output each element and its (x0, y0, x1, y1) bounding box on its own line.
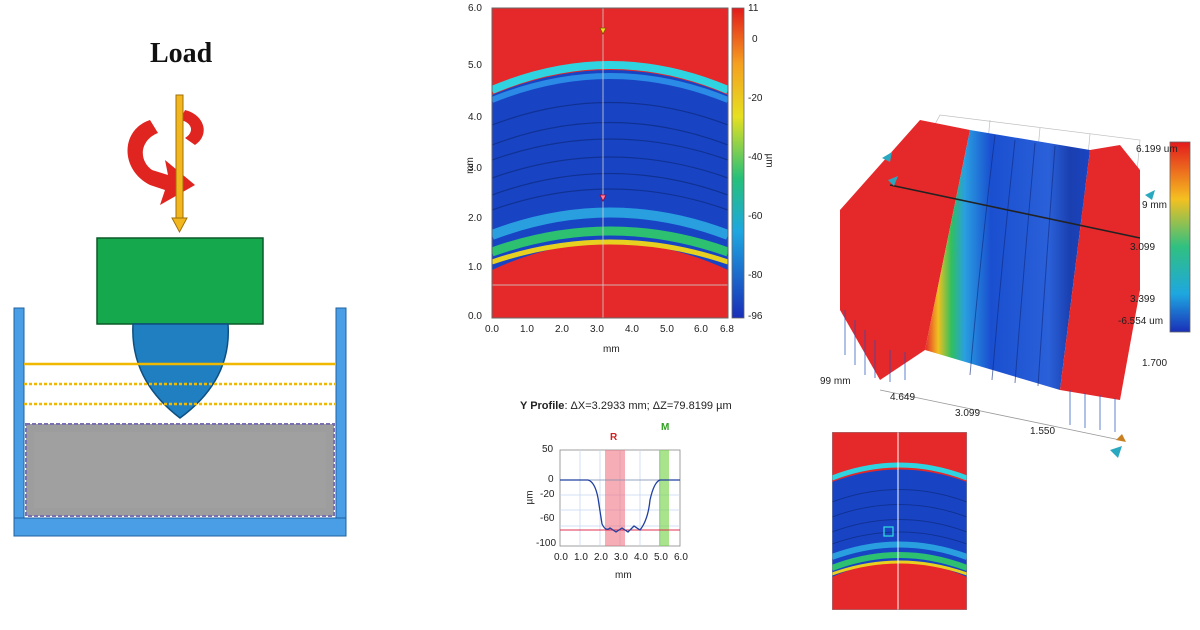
profile-x-tick: 3.0 (614, 552, 628, 563)
map-x-tick: 2.0 (555, 324, 569, 335)
rotation-arrow-icon (127, 110, 204, 205)
schematic-drawing (13, 94, 347, 537)
3d-view-panel: 6.199 um 9 mm 3.099 3.399 -6.554 um 1.70… (820, 90, 1200, 490)
map-x-tick: 3.0 (590, 324, 604, 335)
map-y-tick: 5.0 (468, 60, 482, 71)
height-map-image (492, 8, 728, 318)
profile-y-tick: -100 (536, 538, 557, 549)
map-x-tick: 1.0 (520, 324, 534, 335)
map-y-tick: 2.0 (468, 213, 482, 224)
load-label: Load (150, 38, 213, 69)
thumbnail-panel (832, 432, 967, 610)
3d-axis-tick: 1.550 (1030, 426, 1056, 437)
sample-holder-block (96, 237, 264, 325)
profile-y-tick: 50 (542, 444, 554, 455)
3d-label: 9 mm (1142, 200, 1167, 211)
profile-title: Y Profile: ΔX=3.2933 mm; ΔZ=79.8199 µm (520, 400, 732, 412)
pin-on-disc-schematic: Load (0, 0, 360, 630)
colorbar-tick: 0 (752, 34, 758, 45)
left-plateau (840, 120, 970, 380)
map-y-tick: 3.0 (468, 163, 482, 174)
colorbar (731, 7, 745, 319)
colorbar-tick: -60 (748, 211, 763, 222)
right-plateau (1060, 145, 1140, 400)
profile-chart: R M 50 0 -20 -60 -100 µm 0.0 1.0 2.0 3.0… (520, 420, 700, 595)
profile-x-tick: 0.0 (554, 552, 568, 563)
map-x-tick: 6.0 (694, 324, 708, 335)
marker-m: M (661, 422, 670, 433)
map-y-tick: 4.0 (468, 112, 482, 123)
3d-axis-tick: 99 mm (820, 376, 851, 387)
wear-groove (925, 130, 1090, 390)
3d-colorbar (1169, 141, 1191, 333)
3d-label: 6.199 um (1136, 144, 1178, 155)
map-x-tick: 4.0 (625, 324, 639, 335)
ball-specimen (132, 323, 230, 419)
lubricant-container (13, 307, 347, 537)
colorbar-tick: -96 (748, 311, 763, 322)
profile-title-text: Y Profile (520, 400, 565, 412)
height-map-panel: 6.0 5.0 4.0 3.0 2.0 1.0 0.0 mm 0.0 1.0 2… (440, 0, 780, 380)
profile-y-label: µm (524, 490, 536, 505)
profile-x-label: mm (615, 570, 632, 581)
3d-label: 1.700 (1142, 358, 1168, 369)
colorbar-tick: -20 (748, 93, 763, 104)
colorbar-tick: -40 (748, 152, 763, 163)
profile-x-tick: 2.0 (594, 552, 608, 563)
profile-line (560, 479, 680, 533)
colorbar-label: µm (763, 153, 775, 168)
rotate-handle-icon (882, 152, 1155, 458)
profile-x-tick: 4.0 (634, 552, 648, 563)
map-x-label: mm (603, 344, 620, 355)
map-x-tick: 0.0 (485, 324, 499, 335)
profile-x-tick: 6.0 (674, 552, 688, 563)
profile-y-tick: 0 (548, 474, 554, 485)
map-y-tick: 6.0 (468, 3, 482, 14)
load-arrow-icon (171, 94, 188, 234)
profile-y-tick: -60 (540, 513, 555, 524)
colorbar-tick: 11 (748, 3, 759, 14)
m-band (659, 450, 669, 546)
3d-label: 3.099 (1130, 242, 1156, 253)
map-y-label: mm (464, 157, 476, 174)
r-band (605, 450, 625, 546)
profile-measurement: : ΔX=3.2933 mm; ΔZ=79.8199 µm (564, 400, 732, 412)
profile-y-tick: -20 (540, 489, 555, 500)
marker-r: R (610, 432, 618, 443)
map-y-tick: 0.0 (468, 311, 482, 322)
profile-x-tick: 1.0 (574, 552, 588, 563)
map-x-tick: 6.8 (720, 324, 734, 335)
3d-label: 3.399 (1130, 294, 1156, 305)
3d-axis-tick: 3.099 (955, 408, 981, 419)
3d-label: -6.554 um (1118, 316, 1164, 327)
map-x-tick: 5.0 (660, 324, 674, 335)
map-y-tick: 1.0 (468, 262, 482, 273)
profile-x-tick: 5.0 (654, 552, 668, 563)
thumbnail-image (832, 432, 967, 610)
3d-axis-tick: 4.649 (890, 392, 916, 403)
colorbar-tick: -80 (748, 270, 763, 281)
